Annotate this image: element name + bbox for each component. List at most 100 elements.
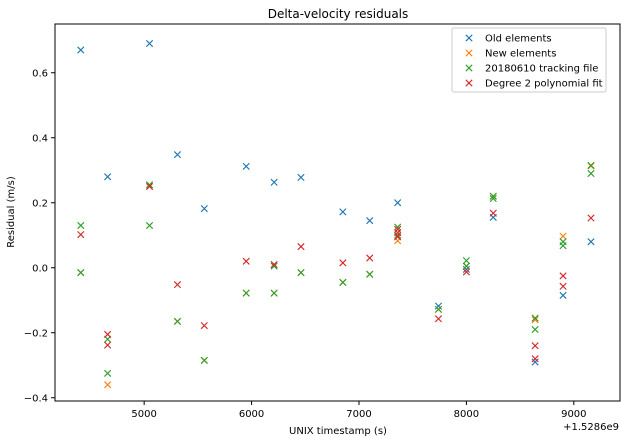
data-point [366, 270, 374, 278]
y-tick-label: 0.4 [32, 133, 48, 144]
y-tick-label: 0.0 [32, 263, 48, 274]
data-point [77, 46, 85, 54]
data-point [434, 305, 443, 313]
series-3 [77, 161, 595, 377]
data-point [394, 231, 402, 239]
legend-label: New elements [485, 49, 556, 60]
data-point [587, 238, 595, 246]
data-point [489, 194, 497, 203]
data-point [587, 161, 595, 169]
data-point [587, 214, 595, 222]
data-point [559, 291, 567, 299]
legend-marker [465, 34, 473, 42]
data-point [77, 269, 85, 277]
legend-label: Degree 2 polynomial fit [485, 79, 603, 90]
legend-label: 20180610 tracking file [485, 64, 598, 75]
x-axis-offset-label: +1.5286e9 [563, 422, 619, 433]
data-point [104, 381, 112, 389]
data-point [173, 281, 182, 289]
x-tick-label: 8000 [454, 409, 479, 420]
series-4 [77, 182, 595, 363]
data-point [394, 223, 402, 231]
data-point [104, 173, 112, 181]
data-point [270, 262, 278, 270]
data-point [531, 314, 539, 322]
data-point [531, 342, 539, 350]
data-point [559, 282, 567, 290]
data-point [559, 242, 567, 250]
legend-item: Degree 2 polynomial fit [465, 79, 603, 90]
data-point [200, 356, 208, 364]
data-point [531, 316, 539, 324]
data-point [270, 178, 278, 186]
data-point [145, 182, 154, 191]
data-point [531, 325, 539, 334]
data-point [270, 289, 278, 297]
data-point [200, 205, 208, 213]
data-point [77, 231, 85, 239]
y-axis: −0.4 −0.2 0.0 0.2 0.4 0.6 [24, 68, 55, 404]
data-point [462, 257, 470, 265]
data-point [489, 209, 497, 217]
data-point [145, 221, 154, 230]
x-axis-label: UNIX timestamp (s) [289, 426, 387, 437]
x-axis: 5000 6000 7000 8000 9000 [131, 401, 587, 420]
data-point [242, 289, 250, 297]
series-2 [77, 162, 595, 389]
data-point [394, 199, 402, 207]
data-point [434, 302, 443, 310]
legend-marker [465, 64, 473, 72]
y-axis-label: Residual (m/s) [6, 176, 17, 248]
legend-marker [465, 49, 473, 57]
data-point [173, 317, 182, 325]
data-point [242, 257, 250, 265]
y-tick-label: 0.6 [32, 68, 48, 79]
data-point [366, 254, 374, 262]
legend-box [451, 27, 607, 93]
data-point [366, 217, 374, 225]
data-point [559, 232, 567, 240]
chart-title: Delta-velocity residuals [268, 7, 409, 21]
data-point [559, 272, 567, 280]
data-markers [77, 39, 595, 389]
data-point [104, 330, 112, 338]
x-tick-label: 7000 [346, 409, 371, 420]
y-tick-label: −0.2 [24, 328, 48, 339]
data-point [145, 39, 154, 48]
data-point [200, 322, 208, 330]
data-point [242, 162, 250, 170]
data-point [104, 341, 112, 349]
legend: Old elements New elements 20180610 trackin… [451, 27, 607, 93]
x-tick-label: 9000 [561, 409, 586, 420]
data-point [489, 192, 497, 200]
x-tick-label: 5000 [131, 409, 156, 420]
data-point [104, 369, 112, 377]
x-tick-label: 6000 [239, 409, 264, 420]
legend-marker [465, 79, 473, 87]
plot-area [54, 23, 621, 402]
data-point [462, 265, 470, 273]
data-point [297, 243, 305, 251]
data-point [462, 268, 470, 276]
data-point [297, 173, 305, 181]
data-point [394, 225, 402, 233]
data-point [145, 181, 154, 189]
legend-label: Old elements [485, 34, 552, 45]
legend-item: Old elements [465, 34, 552, 45]
data-point [587, 169, 595, 178]
data-point [77, 221, 85, 230]
legend-item: 20180610 tracking file [465, 64, 598, 75]
y-tick-label: 0.2 [32, 198, 48, 209]
data-point [339, 259, 347, 267]
data-point [531, 355, 539, 363]
series-1 [77, 39, 595, 366]
data-point [297, 269, 305, 277]
data-point [339, 208, 347, 216]
data-point [339, 278, 347, 286]
data-point [531, 358, 539, 366]
data-point [462, 262, 470, 270]
data-point [270, 260, 278, 269]
legend-item: New elements [465, 49, 556, 60]
data-point [394, 233, 402, 241]
